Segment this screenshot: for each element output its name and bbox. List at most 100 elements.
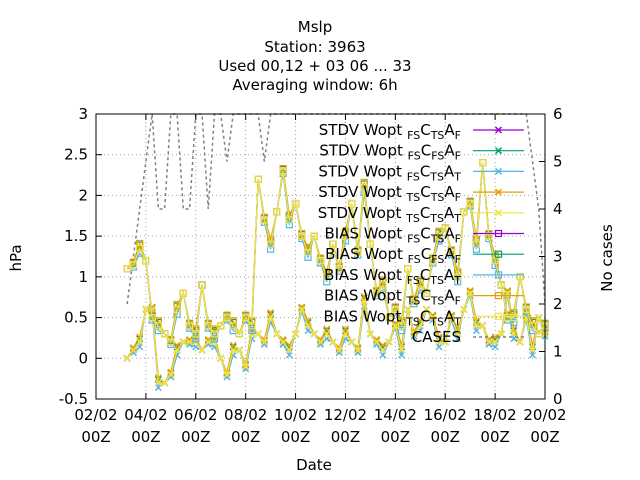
data-point [379,346,387,354]
data-point [323,278,331,286]
data-point [373,338,381,346]
x-tick-label: 20/02 [523,406,566,424]
point-mark [485,338,493,346]
data-point [267,240,275,248]
grid [96,114,545,399]
data-point [510,313,518,322]
data-point [404,265,412,273]
data-point [235,330,244,338]
point-mark [223,371,231,379]
data-point [479,159,487,167]
data-point [329,240,337,248]
point-mark [329,338,337,346]
data-point [497,281,505,289]
data-point [494,312,503,320]
data-point [441,224,449,232]
point-mark [186,338,194,346]
data-point [129,261,138,269]
data-point [304,322,312,330]
data-point [304,253,312,261]
legend-label: BIAS Wopt FSCTSAF [325,225,461,246]
data-point [148,313,156,322]
point-mark [167,368,175,376]
data-point [479,322,487,330]
data-point [248,322,256,330]
data-point [304,248,312,257]
title-line-1: Mslp [298,18,332,36]
data-point [385,313,393,322]
data-point [217,322,225,330]
x-tick-label: 00Z [81,428,110,446]
data-point [379,281,387,289]
point-mark [273,330,281,338]
data-point [248,327,256,335]
point-mark [454,330,462,338]
data-point [447,248,456,257]
x-tick-label: 00Z [381,428,410,446]
data-point [435,232,443,240]
data-point [366,240,374,248]
data-point [204,322,212,330]
data-point [522,305,530,314]
point-mark [292,330,300,338]
point-mark [429,314,437,322]
legend-label: BIAS Wopt FSCTSAT [324,266,461,287]
data-point [494,167,503,175]
data-point [279,167,287,175]
point-mark [242,362,250,370]
point-mark [410,327,418,335]
data-point [136,244,144,252]
point-mark [366,330,374,338]
data-point [285,221,293,229]
data-point [429,314,437,322]
series-line [126,289,546,384]
x-tick-label: 16/02 [424,406,467,424]
legend-label: BIAS Wopt TSCTSAT [324,307,462,328]
data-point [229,322,237,330]
legend-entry: STDV Wopt FSCFSAF [319,142,524,163]
data-point [179,338,187,346]
y2-tick-label: 1 [553,343,563,361]
point-mark [235,346,243,354]
point-mark [535,314,543,322]
data-point [273,330,281,338]
x-tick-label: 00Z [530,428,559,446]
data-point [161,379,169,387]
data-point [254,175,262,183]
data-point [316,338,325,346]
point-mark [435,338,443,346]
point-mark [167,371,175,379]
point-mark [472,322,480,330]
data-point [348,199,356,208]
point-mark [129,344,137,352]
point-mark [161,379,169,387]
data-point [472,322,480,330]
data-point [304,243,312,252]
data-point [504,287,512,295]
data-point [316,336,325,344]
y-tick-label: 3 [78,105,88,123]
data-point [129,346,137,354]
data-point [148,305,156,313]
point-mark [373,336,381,344]
x-tick-label: 14/02 [374,406,417,424]
data-point [416,322,424,330]
data-point [528,346,537,354]
x-axis-label: Date [296,456,332,474]
data-point [466,289,474,297]
data-point [404,305,412,313]
data-point [154,322,162,330]
title-line-3: Used 00,12 + 03 06 ... 33 [218,57,411,75]
point-mark [316,336,325,344]
point-mark [298,305,306,313]
legend-label: STDV Wopt FSCFSAF [319,142,461,163]
y2-tick-label: 2 [553,295,563,313]
point-mark [217,354,225,362]
x-tick-label: 04/02 [124,406,167,424]
point-mark [391,319,399,327]
legend-label: STDV Wopt FSCTSAT [318,162,461,183]
point-mark [494,167,503,175]
data-point [373,289,381,297]
data-point [310,330,318,338]
data-point [398,346,406,354]
